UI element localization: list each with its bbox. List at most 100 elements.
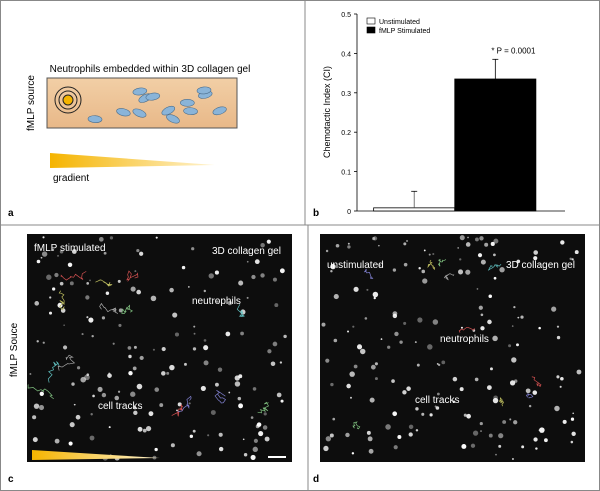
spot: [33, 403, 40, 409]
y-tick-label: 0.5: [341, 12, 351, 19]
spot: [480, 313, 484, 317]
spot: [374, 377, 378, 381]
spot: [276, 392, 282, 398]
spot: [148, 411, 154, 417]
spot: [283, 334, 287, 339]
spot: [532, 390, 538, 395]
cell: [116, 108, 131, 117]
spot: [488, 294, 493, 298]
spot: [71, 382, 75, 386]
spot: [136, 248, 140, 253]
spot: [228, 391, 231, 394]
spot: [364, 317, 368, 320]
spot: [203, 339, 207, 342]
spot: [227, 300, 233, 306]
spot: [397, 435, 402, 439]
tracks-label: cell tracks: [415, 395, 459, 406]
spot: [474, 377, 479, 382]
spot: [372, 291, 379, 298]
track: [364, 268, 374, 279]
track: [487, 263, 502, 271]
track: [437, 258, 447, 267]
spot: [263, 412, 267, 416]
cell: [87, 115, 103, 123]
spot: [385, 424, 391, 430]
spot: [260, 242, 265, 248]
spot: [414, 341, 417, 344]
spot: [253, 438, 258, 443]
spot: [525, 388, 531, 394]
spot: [366, 430, 371, 435]
spot: [272, 277, 277, 282]
spot: [492, 335, 498, 342]
spot: [432, 252, 435, 256]
spot: [75, 414, 81, 420]
spot: [150, 295, 157, 302]
spot: [459, 235, 465, 241]
spot: [570, 440, 574, 444]
spot: [262, 425, 268, 430]
cell: [161, 105, 176, 116]
spot: [459, 258, 462, 261]
spot: [323, 445, 329, 452]
spot: [184, 362, 187, 366]
spot: [86, 316, 89, 319]
spot: [441, 360, 446, 365]
panel-title: Neutrophils embedded within 3D collagen …: [50, 64, 251, 75]
spot: [88, 317, 94, 323]
spot: [159, 403, 164, 408]
spot: [161, 347, 166, 352]
cell: [212, 106, 227, 116]
gel-block: [46, 77, 238, 129]
spot: [330, 382, 334, 387]
gradient-wedge: [50, 153, 215, 168]
spot: [118, 308, 123, 313]
annotation: * P = 0.0001: [491, 46, 536, 55]
cell-spots: [29, 236, 287, 461]
spot: [270, 361, 276, 367]
spot: [434, 405, 437, 408]
source-label: fMLP source: [26, 75, 37, 131]
gradient-label: gradient: [53, 173, 89, 184]
spot: [38, 404, 45, 411]
spot: [59, 281, 64, 286]
spot: [461, 443, 467, 449]
spot: [255, 424, 260, 429]
spot: [356, 344, 363, 350]
spot: [68, 441, 73, 446]
condition-label: unstimulated: [327, 260, 384, 271]
cell-track-lines: [352, 258, 542, 430]
spot: [380, 338, 383, 340]
spot: [538, 326, 541, 330]
spot: [423, 249, 426, 252]
spot: [562, 419, 567, 424]
spot: [508, 344, 512, 348]
spot: [225, 331, 231, 337]
spot: [427, 344, 433, 350]
spot: [193, 332, 196, 335]
spot: [415, 407, 419, 411]
spot: [154, 447, 158, 452]
spot: [330, 263, 336, 270]
spot: [325, 358, 330, 363]
spot: [571, 431, 576, 436]
spot: [251, 274, 256, 280]
spot: [252, 387, 257, 391]
track: [236, 304, 245, 318]
panel-letter: c: [8, 474, 14, 485]
spot: [267, 349, 272, 354]
spot: [488, 433, 493, 438]
spot: [499, 267, 505, 273]
track: [171, 404, 184, 417]
spot: [353, 286, 359, 292]
spot: [155, 236, 158, 239]
spot: [264, 436, 270, 442]
spot: [109, 236, 114, 240]
spot: [493, 276, 497, 280]
spot: [392, 411, 398, 417]
panel-d: unstimulated 3D collagen gel neutrophils…: [313, 234, 585, 485]
spot: [36, 259, 41, 264]
y-tick-label: 0.2: [341, 130, 351, 137]
spot: [408, 432, 413, 437]
